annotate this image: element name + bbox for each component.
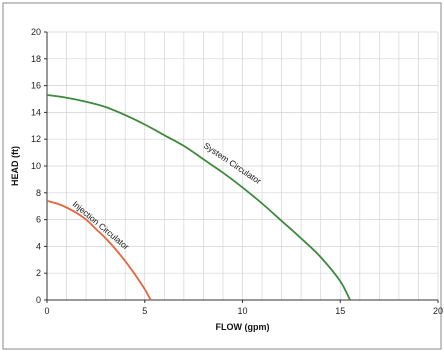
y-tick-label: 10	[31, 161, 41, 171]
y-tick-label: 2	[36, 268, 41, 278]
grid-layer	[46, 31, 439, 301]
y-tick-label: 12	[31, 134, 41, 144]
x-tick-label: 5	[142, 306, 147, 316]
series-layer	[46, 94, 351, 301]
x-tick-label: 0	[44, 306, 49, 316]
axes-layer	[44, 31, 439, 303]
y-tick-label: 14	[31, 107, 41, 117]
y-tick-label: 4	[36, 241, 41, 251]
y-tick-label: 20	[31, 27, 41, 37]
y-tick-label: 8	[36, 188, 41, 198]
y-tick-label: 6	[36, 215, 41, 225]
x-tick-label: 20	[433, 306, 443, 316]
chart-frame	[2, 2, 442, 350]
y-axis-title: HEAD (ft)	[10, 146, 20, 186]
injection-circulator-curve	[46, 199, 152, 301]
tick-labels: 0 2 4 6 8 10 12 14 16 18 20 0 5 10 15 20	[31, 27, 443, 316]
system-circulator-curve	[46, 94, 351, 301]
x-axis-title: FLOW (gpm)	[216, 322, 270, 332]
y-tick-label: 18	[31, 54, 41, 64]
y-tick-label: 16	[31, 81, 41, 91]
x-tick-label: 10	[237, 306, 247, 316]
y-tick-label: 0	[36, 295, 41, 305]
x-tick-label: 15	[335, 306, 345, 316]
